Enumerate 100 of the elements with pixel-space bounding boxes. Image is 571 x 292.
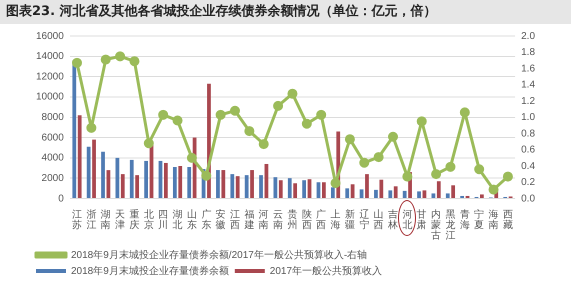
bar xyxy=(374,190,378,198)
x-tick-label: 西藏 xyxy=(502,210,513,231)
bar xyxy=(236,176,240,198)
point xyxy=(431,169,442,180)
x-tick-label: 安徽 xyxy=(216,208,226,231)
point xyxy=(172,116,183,126)
x-tick-label: 湖北 xyxy=(172,208,183,231)
point xyxy=(416,116,427,126)
x-tick-label: 四川 xyxy=(158,210,168,231)
point xyxy=(129,56,140,66)
bar xyxy=(350,184,354,198)
bar xyxy=(101,152,105,198)
x-tick-label: 甘肃 xyxy=(416,208,427,231)
bar xyxy=(244,175,249,198)
bar xyxy=(78,115,82,198)
point xyxy=(302,118,312,129)
y2-tick-label: 1.8 xyxy=(521,47,536,58)
bar xyxy=(432,193,436,198)
point xyxy=(388,132,398,142)
y2-tick-label: 2.0 xyxy=(521,30,536,42)
bar xyxy=(172,167,177,198)
x-tick-label: 福建 xyxy=(243,208,254,231)
point xyxy=(488,184,499,195)
x-tick-label: 青海 xyxy=(460,208,470,231)
bar xyxy=(288,178,292,198)
point xyxy=(359,158,370,168)
y-tick-label: 8000 xyxy=(42,112,64,123)
bar xyxy=(278,180,283,198)
y-tick-label: 4000 xyxy=(42,152,64,164)
bar xyxy=(394,186,398,198)
bar xyxy=(187,167,192,198)
point xyxy=(287,88,298,99)
point xyxy=(344,134,355,144)
point xyxy=(244,126,254,136)
bar xyxy=(422,190,426,198)
point xyxy=(445,162,456,172)
y-tick-label: 10000 xyxy=(36,92,64,103)
x-tick-label: 河南 xyxy=(258,208,269,231)
bar xyxy=(480,194,484,198)
point xyxy=(72,58,82,68)
point xyxy=(474,164,484,174)
x-tick-label: 山东 xyxy=(186,208,197,231)
point xyxy=(186,152,197,163)
point xyxy=(330,178,341,188)
legend-label: 2017年一般公共预算收入 xyxy=(270,264,382,277)
point xyxy=(201,170,212,181)
x-tick-label: 陕西 xyxy=(302,208,312,231)
y2-tick-label: 0.8 xyxy=(521,128,536,140)
x-tick-label: 贵州 xyxy=(287,208,298,231)
bar xyxy=(451,185,456,198)
x-tick-label: 河北 xyxy=(402,208,412,231)
bar xyxy=(302,180,306,198)
bar xyxy=(417,191,421,198)
y2-tick-label: 1.6 xyxy=(521,63,536,74)
bar xyxy=(365,174,369,198)
bar xyxy=(274,177,278,198)
bar xyxy=(130,160,134,198)
point xyxy=(402,172,412,182)
x-tick-label: 天津 xyxy=(115,210,126,231)
y-tick-label: 16000 xyxy=(36,30,64,42)
x-tick-label: 广西 xyxy=(316,208,326,231)
x-tick-label: 云南 xyxy=(273,210,284,231)
bar xyxy=(330,187,335,198)
bar xyxy=(221,170,226,198)
x-tick-label: 上海 xyxy=(330,208,341,231)
bar xyxy=(106,170,110,198)
bar xyxy=(230,174,234,198)
point xyxy=(460,107,470,118)
bar xyxy=(164,162,168,198)
point xyxy=(144,138,154,148)
bar xyxy=(436,181,441,198)
x-tick-label: 江西 xyxy=(230,208,240,231)
point xyxy=(502,172,513,182)
y-tick-label: 14000 xyxy=(36,51,64,62)
point xyxy=(86,122,96,133)
chart-title: 图表23. 河北省及其他各省城投企业存续债券余额情况（单位：亿元，倍） xyxy=(0,0,571,24)
bar xyxy=(446,193,450,198)
bar xyxy=(264,164,268,198)
y2-tick-label: 1.0 xyxy=(521,112,536,123)
bar xyxy=(150,144,154,198)
legend-label: 2018年9月末城投企业存量债券余额/2017年一般公共预算收入-右轴 xyxy=(71,248,368,261)
x-tick-label: 新疆 xyxy=(344,208,355,231)
bar xyxy=(116,158,120,198)
x-tick-label: 浙江 xyxy=(86,208,96,231)
point xyxy=(216,110,226,120)
x-tick-label: 宁夏 xyxy=(474,208,484,231)
bar xyxy=(379,180,384,198)
bar xyxy=(120,174,125,198)
point xyxy=(316,110,326,120)
x-tick-label: 黑龙江 xyxy=(445,210,456,242)
bar xyxy=(135,175,140,198)
bar xyxy=(345,188,350,198)
x-tick-label: 江苏 xyxy=(72,208,82,231)
y2-tick-label: 1.2 xyxy=(521,96,536,107)
point xyxy=(374,152,384,162)
x-tick-label: 辽宁 xyxy=(359,208,370,231)
bar xyxy=(86,146,91,198)
bar xyxy=(322,182,326,198)
bar xyxy=(402,190,407,198)
bar xyxy=(158,160,162,198)
